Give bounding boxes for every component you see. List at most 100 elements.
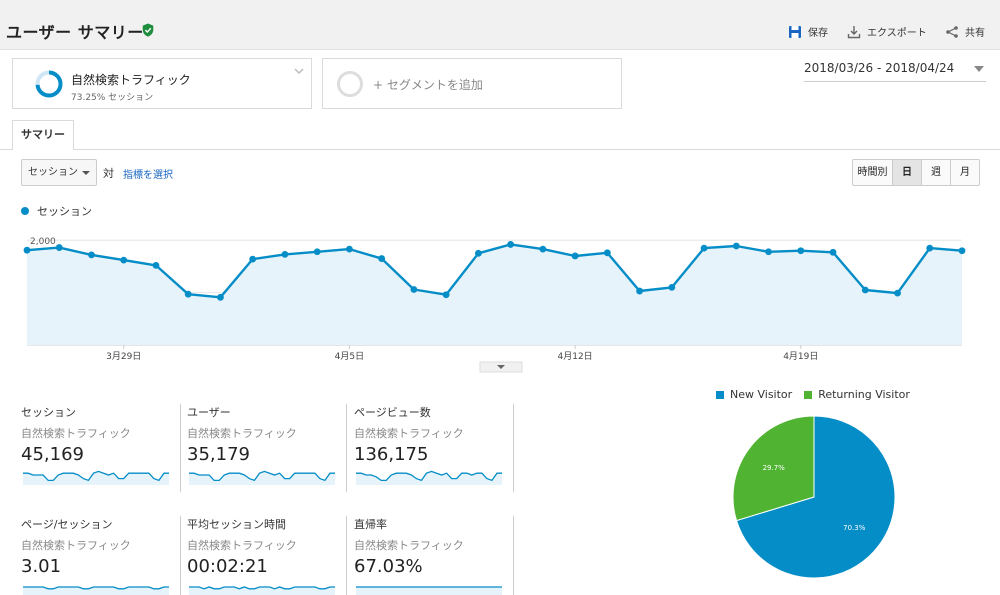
add-segment-ring-icon <box>337 71 363 97</box>
period-day-button[interactable]: 日 <box>893 159 922 186</box>
data-point <box>281 250 289 258</box>
pie-legend-returning[interactable]: Returning Visitor <box>804 388 910 401</box>
export-label: エクスポート <box>867 28 927 39</box>
stat-value: 00:02:21 <box>187 556 268 577</box>
share-label: 共有 <box>965 28 985 39</box>
data-point <box>603 249 611 257</box>
sparkline-area <box>189 587 335 595</box>
data-point <box>507 241 515 248</box>
pie-slice-returning-visitor <box>732 415 815 522</box>
stat-segment: 自然検索トラフィック <box>354 539 464 552</box>
add-segment-card[interactable]: + セグメントを追加 <box>322 58 622 109</box>
y-tick-label: 2,000 <box>30 237 56 247</box>
returning-visitor-swatch <box>804 390 813 399</box>
sparkline <box>189 470 335 485</box>
pie-slice-label: 70.3% <box>843 524 866 532</box>
caret-down-icon <box>82 171 90 175</box>
series-legend-label: セッション <box>37 205 92 218</box>
sparkline-line <box>23 470 169 482</box>
x-tick-label: 4月19日 <box>783 351 818 362</box>
data-point <box>410 286 418 293</box>
stat-tile[interactable]: 平均セッション時間 自然検索トラフィック 00:02:21 <box>187 516 347 595</box>
save-label: 保存 <box>808 28 828 39</box>
sparkline-line <box>189 586 335 590</box>
data-point <box>571 252 579 260</box>
stat-tile[interactable]: 直帰率自然検索トラフィック 67.03% <box>354 516 514 595</box>
series-line <box>26 243 963 299</box>
caret-down-icon <box>974 66 984 72</box>
data-point <box>313 248 321 256</box>
stat-tile[interactable]: セッション 自然検索トラフィック 45,169 <box>21 404 181 492</box>
segment-donut-icon <box>35 70 63 98</box>
stat-segment: 自然検索トラフィック <box>21 539 131 552</box>
series-legend-swatch <box>21 207 29 215</box>
data-point <box>668 283 676 291</box>
x-tick-label: 4月5日 <box>335 351 364 362</box>
data-point <box>474 249 482 257</box>
pie-slice-new-visitor <box>735 415 896 579</box>
stat-value: 67.03% <box>354 556 423 577</box>
tab-divider <box>0 149 1000 150</box>
data-point <box>765 248 772 256</box>
stat-name: ユーザー <box>187 406 231 419</box>
chevron-down-icon[interactable] <box>293 65 305 77</box>
x-tick-label: 3月29日 <box>106 351 141 362</box>
sparkline <box>356 470 502 485</box>
tab-summary[interactable]: サマリー <box>12 120 74 150</box>
save-button[interactable]: 保存 <box>788 24 828 39</box>
stat-name: 直帰率 <box>354 518 387 531</box>
share-button[interactable]: 共有 <box>945 24 985 39</box>
report-header: ユーザー サマリー 保存 エクスポート 共有 <box>0 0 1000 50</box>
stat-name: ページ/セッション <box>21 518 113 531</box>
data-point <box>152 261 160 269</box>
data-point <box>700 244 708 252</box>
segment-card-organic[interactable]: 自然検索トラフィック 73.25% セッション <box>12 58 312 109</box>
data-point <box>894 289 901 297</box>
pie-legend-new[interactable]: New Visitor <box>716 388 792 401</box>
save-icon <box>789 25 801 38</box>
pie-legend-new-label: New Visitor <box>730 388 793 401</box>
data-point <box>539 245 547 253</box>
stat-tile[interactable]: ページ/セッション自然検索トラフィック 3.01 <box>21 516 181 595</box>
stat-name: セッション <box>21 406 76 419</box>
export-button[interactable]: エクスポート <box>847 24 927 39</box>
data-point <box>797 247 805 255</box>
pie-slice-label: 29.7% <box>763 464 786 472</box>
stat-value: 136,175 <box>354 444 429 465</box>
sparkline <box>23 586 169 595</box>
data-point <box>23 246 31 254</box>
sparkline-line <box>356 470 502 482</box>
data-point <box>636 287 643 295</box>
stat-segment: 自然検索トラフィック <box>21 427 131 440</box>
new-visitor-swatch <box>716 390 724 399</box>
stat-name: ページビュー数 <box>354 406 431 419</box>
period-month-button[interactable]: 月 <box>951 159 980 186</box>
verified-badge-icon <box>142 23 154 37</box>
page-title: ユーザー サマリー <box>6 23 144 42</box>
stat-value: 3.01 <box>21 556 62 577</box>
export-icon <box>847 25 861 38</box>
date-range-picker[interactable]: 2018/03/26 - 2018/04/24 <box>804 61 986 82</box>
select-metric-link[interactable]: 指標を選択 <box>123 170 173 181</box>
data-point <box>184 290 192 298</box>
period-toggle: 時間別 日 週 月 <box>852 159 980 186</box>
sparkline <box>189 586 335 595</box>
stat-tile[interactable]: ユーザー 自然検索トラフィック 35,179 <box>187 404 347 492</box>
period-hourly-button[interactable]: 時間別 <box>852 159 893 186</box>
chart-collapse-handle[interactable] <box>479 361 523 373</box>
data-point <box>861 286 869 294</box>
date-range-label: 2018/03/26 - 2018/04/24 <box>804 61 955 75</box>
stat-tile[interactable]: ページビュー数 自然検索トラフィック 136,175 <box>354 404 514 492</box>
series-area <box>27 244 962 345</box>
sparkline <box>356 586 502 595</box>
data-point <box>926 244 934 252</box>
metric-select[interactable]: セッション <box>21 159 97 186</box>
stat-name: 平均セッション時間 <box>187 518 286 531</box>
stat-value: 35,179 <box>187 444 250 465</box>
data-point <box>55 244 63 251</box>
segment-share: 73.25% セッション <box>71 93 154 103</box>
add-segment-label: + セグメントを追加 <box>373 78 483 92</box>
period-week-button[interactable]: 週 <box>922 159 951 186</box>
data-point <box>829 248 837 256</box>
data-point <box>346 245 353 253</box>
